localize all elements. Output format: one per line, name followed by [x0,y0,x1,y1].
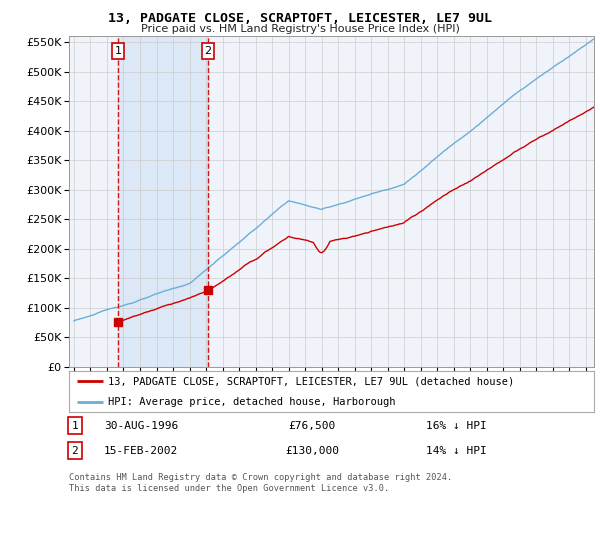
Text: 16% ↓ HPI: 16% ↓ HPI [425,421,487,431]
Text: 1: 1 [71,421,79,431]
Text: 15-FEB-2002: 15-FEB-2002 [104,446,178,456]
Bar [118,36,208,367]
Text: 2: 2 [205,46,212,56]
Text: Price paid vs. HM Land Registry's House Price Index (HPI): Price paid vs. HM Land Registry's House … [140,24,460,34]
Text: £76,500: £76,500 [289,421,335,431]
Text: 1: 1 [115,46,122,56]
Text: 2: 2 [71,446,79,456]
Text: 13, PADGATE CLOSE, SCRAPTOFT, LEICESTER, LE7 9UL (detached house): 13, PADGATE CLOSE, SCRAPTOFT, LEICESTER,… [109,376,515,386]
Text: 30-AUG-1996: 30-AUG-1996 [104,421,178,431]
Text: Contains HM Land Registry data © Crown copyright and database right 2024.
This d: Contains HM Land Registry data © Crown c… [69,473,452,493]
Text: £130,000: £130,000 [285,446,339,456]
Text: 13, PADGATE CLOSE, SCRAPTOFT, LEICESTER, LE7 9UL: 13, PADGATE CLOSE, SCRAPTOFT, LEICESTER,… [108,12,492,25]
Text: 14% ↓ HPI: 14% ↓ HPI [425,446,487,456]
Text: HPI: Average price, detached house, Harborough: HPI: Average price, detached house, Harb… [109,396,396,407]
